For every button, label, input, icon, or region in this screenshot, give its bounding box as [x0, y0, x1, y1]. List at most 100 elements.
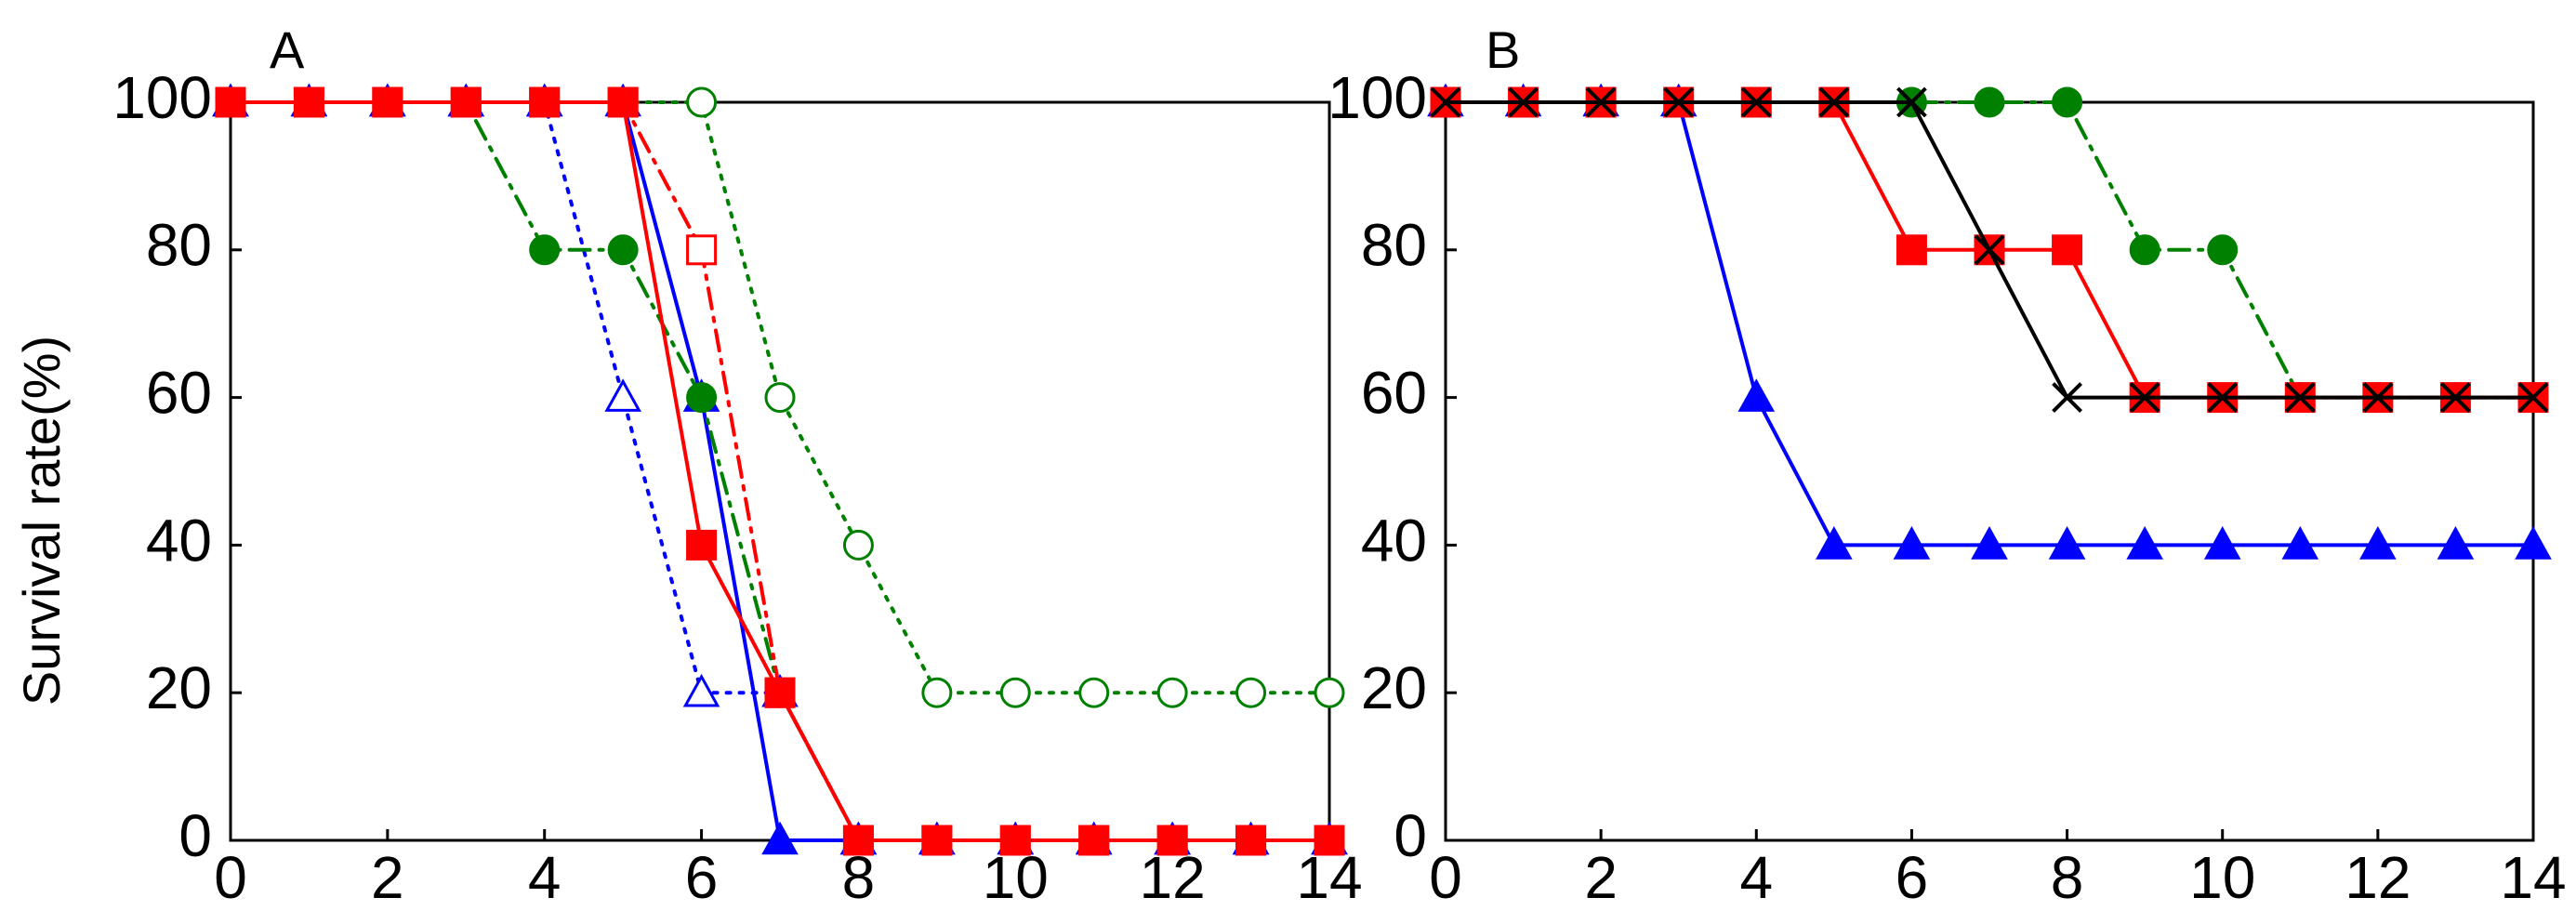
data-point — [686, 529, 718, 561]
data-point — [1314, 825, 1345, 856]
series-1 — [1427, 83, 2552, 560]
data-point — [1235, 825, 1267, 856]
series-line — [229, 100, 1331, 842]
data-point — [2129, 382, 2160, 414]
series-line — [229, 100, 1331, 842]
data-point — [2052, 234, 2083, 266]
x-tick-label: 4 — [528, 844, 561, 911]
data-point — [607, 86, 639, 118]
data-point — [921, 677, 953, 708]
series-line — [229, 100, 1331, 842]
plot-frame — [1444, 100, 2535, 842]
x-tick-label: 8 — [2051, 844, 2084, 911]
data-point — [1818, 86, 1850, 118]
y-tick-label: 20 — [146, 654, 212, 721]
x-tick-label: 2 — [1584, 844, 1618, 911]
panel-label: A — [270, 20, 305, 79]
series-line — [1444, 100, 2535, 548]
data-point — [529, 86, 561, 118]
data-point — [2437, 526, 2475, 560]
data-point — [761, 821, 799, 855]
series-4 — [215, 86, 1345, 856]
data-point — [764, 677, 796, 708]
panel-label: B — [1486, 20, 1520, 79]
data-point — [604, 378, 641, 412]
y-tick-label: 100 — [1328, 64, 1427, 131]
data-point — [2052, 382, 2082, 414]
y-tick-label: 40 — [146, 507, 212, 574]
data-point — [842, 529, 874, 561]
data-point — [1430, 86, 1461, 118]
series-line — [229, 100, 1331, 842]
data-point — [764, 382, 796, 414]
data-point — [2126, 526, 2163, 560]
panel-b: B 0 2 4 6 8 10 12 14 0 20 40 60 80 100 — [1328, 20, 2566, 911]
x-tick-label: 0 — [1429, 844, 1462, 911]
data-point — [921, 825, 953, 856]
x-tick-label: 4 — [1739, 844, 1773, 911]
data-point — [1156, 677, 1188, 708]
x-tick-label: 10 — [2189, 844, 2255, 911]
y-axis-title: Survival rate(%) — [12, 336, 71, 706]
data-point — [1740, 86, 1772, 118]
data-point — [1974, 86, 2005, 118]
data-point — [686, 382, 718, 414]
data-point — [842, 825, 874, 856]
series-1 — [212, 83, 1348, 855]
y-tick-label: 60 — [1361, 360, 1427, 427]
data-point — [1896, 234, 1927, 266]
x-tick-label: 12 — [2345, 844, 2411, 911]
plot-frame — [229, 100, 1331, 842]
y-tick-label: 100 — [112, 64, 212, 131]
x-tick-label: 14 — [2500, 844, 2566, 911]
data-point — [529, 234, 561, 266]
data-point — [1508, 86, 1539, 118]
data-point — [293, 86, 324, 118]
data-point — [1235, 677, 1267, 708]
data-point — [1156, 825, 1188, 856]
x-tick-label: 6 — [1896, 844, 1929, 911]
data-point — [2129, 234, 2160, 266]
series-4 — [1430, 86, 2549, 414]
data-point — [1816, 526, 1853, 560]
data-point — [682, 673, 720, 707]
data-point — [607, 234, 639, 266]
data-point — [2203, 526, 2241, 560]
data-point — [1314, 677, 1345, 708]
data-point — [1585, 86, 1617, 118]
data-point — [2440, 382, 2471, 414]
data-point — [2362, 382, 2394, 414]
data-point — [2048, 526, 2086, 560]
y-tick-label: 0 — [178, 802, 212, 869]
data-point — [372, 86, 403, 118]
x-tick-label: 2 — [371, 844, 404, 911]
series-6 — [215, 86, 1345, 856]
data-point — [686, 86, 718, 118]
data-point — [2207, 234, 2239, 266]
data-point — [2359, 526, 2397, 560]
series-line — [229, 100, 1331, 842]
data-point — [1078, 825, 1110, 856]
x-tick-label: 6 — [685, 844, 719, 911]
y-tick-label: 60 — [146, 360, 212, 427]
series-3 — [215, 86, 1345, 708]
data-point — [1896, 86, 1927, 118]
data-point — [2207, 382, 2239, 414]
data-point — [1663, 86, 1695, 118]
data-point — [1078, 677, 1110, 708]
y-tick-label: 40 — [1361, 507, 1427, 574]
series-2 — [212, 83, 1348, 855]
data-point — [2284, 382, 2316, 414]
data-point — [1971, 526, 2008, 560]
x-tick-label: 0 — [214, 844, 247, 911]
data-point — [1737, 378, 1776, 412]
data-point — [215, 86, 246, 118]
data-point — [686, 234, 718, 266]
y-tick-label: 80 — [1361, 212, 1427, 279]
data-point — [999, 825, 1031, 856]
y-tick-label: 0 — [1394, 802, 1427, 869]
y-tick-label: 20 — [1361, 654, 1427, 721]
y-tick-label: 80 — [146, 212, 212, 279]
series-5 — [215, 86, 1345, 856]
